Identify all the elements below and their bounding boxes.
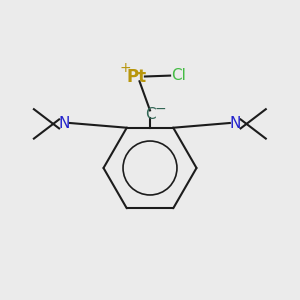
Text: Pt: Pt (126, 68, 147, 85)
Text: Cl: Cl (171, 68, 186, 83)
Text: +: + (119, 61, 131, 75)
Text: C: C (145, 107, 155, 122)
Text: −: − (155, 102, 166, 116)
Text: N: N (59, 116, 70, 131)
Text: N: N (230, 116, 241, 131)
